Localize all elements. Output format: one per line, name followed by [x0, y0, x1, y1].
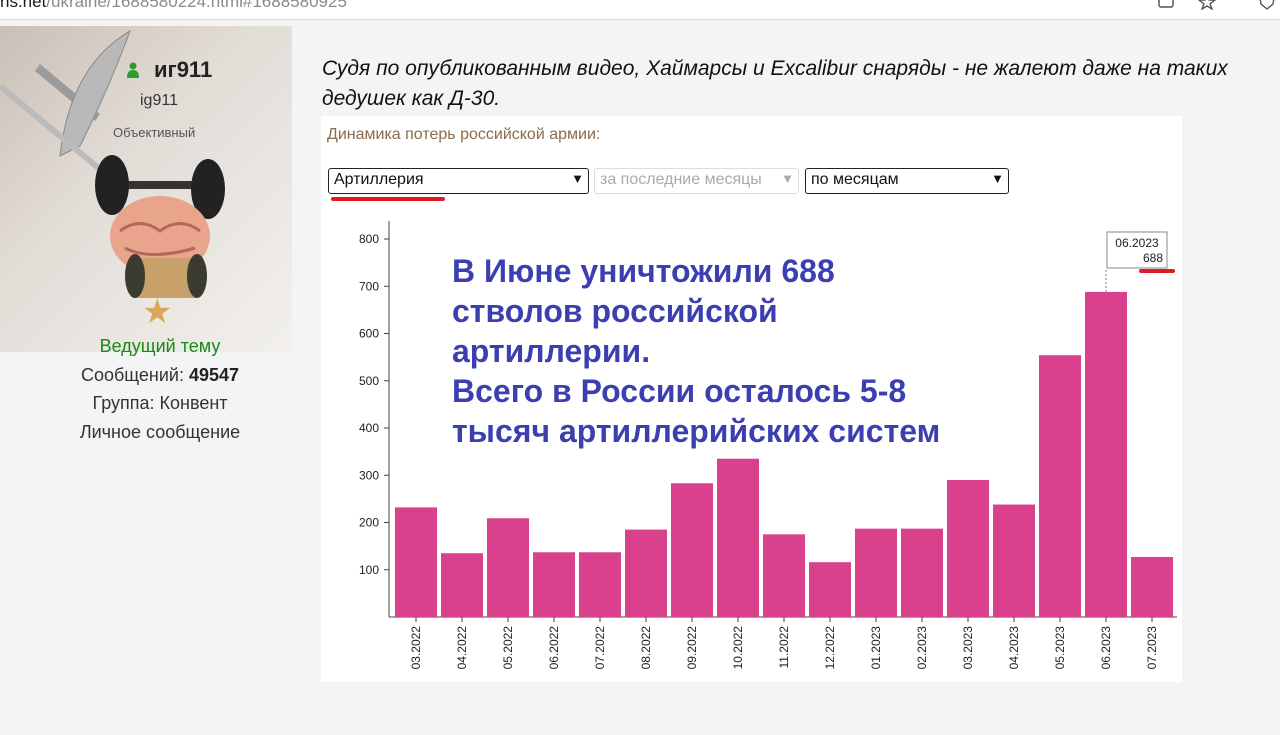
period-select[interactable]: за последние месяцы ▼: [594, 168, 799, 194]
bar: [625, 529, 667, 617]
bar: [717, 458, 759, 617]
category-select[interactable]: Артиллерия ▼: [328, 168, 589, 194]
chevron-down-icon: ▼: [991, 171, 1004, 186]
x-tick-label: 05.2023: [1053, 626, 1067, 670]
bar: [1039, 355, 1081, 617]
bar: [579, 552, 621, 617]
grouping-select-value: по месяцам: [811, 171, 899, 188]
user-avatar[interactable]: [0, 26, 292, 352]
url-path: /ukraine/1688580224.html#1688580925: [46, 0, 347, 11]
message-count-value: 49547: [188, 365, 240, 385]
y-tick-label: 600: [359, 327, 379, 341]
y-tick-label: 500: [359, 374, 379, 388]
period-select-value: за последние месяцы: [600, 171, 762, 188]
headline-line: тысяч артиллерийских систем: [452, 413, 941, 449]
bar-chart: 100 200 300 400 500 600 700 800 03.2022 04.2022 05…: [359, 221, 1177, 670]
online-user-icon: [127, 62, 139, 78]
x-tick-label: 07.2023: [1145, 626, 1159, 670]
chevron-down-icon: ▼: [781, 171, 794, 186]
headline-line: стволов российской: [452, 293, 778, 329]
x-tick-label: 04.2022: [455, 626, 469, 670]
bar: [395, 507, 437, 617]
tooltip-date: 06.2023: [1115, 236, 1159, 250]
x-tick-label: 12.2022: [823, 626, 837, 670]
bar: [671, 483, 713, 617]
x-tick-label: 05.2022: [501, 626, 515, 670]
x-tick-label: 11.2022: [777, 626, 791, 669]
x-tick-label: 01.2023: [869, 626, 883, 670]
bar: [533, 552, 575, 617]
bar: [763, 534, 805, 617]
tooltip-box: [1106, 231, 1168, 269]
x-tick-label: 09.2022: [685, 626, 699, 670]
chart-heading: Динамика потерь российской армии:: [327, 126, 601, 143]
x-tick-label: 02.2023: [915, 626, 929, 670]
bookmark-star-icon[interactable]: [1197, 0, 1217, 11]
headline-line: В Июне уничтожили 688: [452, 253, 835, 289]
x-tick-label: 07.2022: [593, 626, 607, 670]
user-rank: Объективный: [113, 125, 196, 140]
rank-star-icon: ★: [142, 293, 173, 331]
y-tick-label: 400: [359, 421, 379, 435]
tooltip-value: 688: [1143, 251, 1163, 265]
chevron-down-icon: ▼: [571, 171, 584, 186]
y-tick-label: 100: [359, 563, 379, 577]
x-tick-label: 03.2022: [409, 626, 423, 670]
post-text: Судя по опубликованным видео, Хаймарсы и…: [322, 57, 1228, 110]
x-tick-label: 06.2023: [1099, 626, 1113, 670]
y-tick-label: 300: [359, 468, 379, 482]
bar: [947, 479, 989, 617]
bar: [809, 562, 851, 617]
bar: [1131, 556, 1173, 617]
shield-icon[interactable]: [1258, 0, 1276, 10]
bar: [1085, 291, 1127, 617]
message-count: Сообщений: 49547: [0, 365, 320, 386]
headline-line: Всего в России осталось 5-8: [452, 373, 907, 409]
bar: [441, 553, 483, 617]
url-host: ns.net: [0, 0, 47, 11]
category-select-value: Артиллерия: [334, 171, 424, 188]
forum-post: иг911 ig911 Объективный ★ Ведущий тему С…: [0, 20, 1280, 735]
bar: [901, 528, 943, 617]
bar: [855, 528, 897, 617]
topic-starter-label: Ведущий тему: [99, 336, 221, 356]
chart-headline: В Июне уничтожили 688 стволов российской а…: [452, 251, 1012, 451]
user-group: Группа: Конвент: [92, 393, 228, 413]
x-tick-label: 06.2022: [547, 626, 561, 670]
x-tick-label: 03.2023: [961, 626, 975, 670]
headline-line: артиллерии.: [452, 333, 651, 369]
red-underline-mark: [331, 197, 445, 201]
embedded-chart-image: Динамика потерь российской армии: Артилл…: [321, 116, 1182, 682]
bar: [487, 518, 529, 617]
x-tick-label: 04.2023: [1007, 626, 1021, 670]
username[interactable]: иг911: [154, 57, 213, 82]
private-message-link[interactable]: Личное сообщение: [79, 422, 241, 442]
user-login: ig911: [140, 92, 178, 109]
bar: [993, 504, 1035, 617]
x-tick-label: 08.2022: [639, 626, 653, 670]
x-tick-label: 10.2022: [731, 626, 745, 670]
grouping-select[interactable]: по месяцам ▼: [805, 168, 1009, 194]
y-tick-label: 800: [359, 232, 379, 246]
message-count-label: Сообщений:: [80, 365, 184, 385]
y-tick-label: 700: [359, 279, 379, 293]
address-field[interactable]: ns.net/ukraine/1688580224.html#168858092…: [0, 0, 347, 12]
browser-url-bar[interactable]: ns.net/ukraine/1688580224.html#168858092…: [0, 0, 1280, 20]
window-icon[interactable]: [1158, 0, 1176, 10]
y-tick-label: 200: [359, 516, 379, 530]
